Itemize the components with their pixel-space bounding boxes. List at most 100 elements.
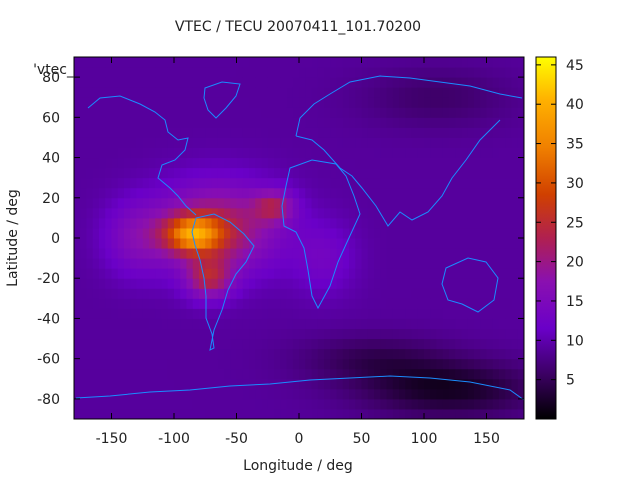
heatmap-cell — [517, 187, 524, 199]
heatmap-cell — [274, 388, 281, 400]
heatmap-cell — [417, 127, 425, 138]
heatmap-cell — [311, 197, 319, 209]
heatmap-cell — [111, 328, 119, 340]
heatmap-cell — [424, 308, 431, 319]
heatmap-cell — [161, 378, 169, 390]
heatmap-cell — [255, 57, 262, 68]
heatmap-cell — [174, 378, 181, 390]
heatmap-cell — [274, 107, 281, 118]
heatmap-cell — [117, 298, 125, 309]
colorbar-tick-label: 25 — [566, 215, 584, 231]
heatmap-cell — [505, 177, 512, 189]
heatmap-cell — [149, 67, 156, 78]
heatmap-cell — [267, 248, 275, 259]
heatmap-cell — [142, 338, 150, 350]
heatmap-cell — [142, 288, 150, 299]
heatmap-cell — [161, 207, 169, 219]
heatmap-cell — [99, 348, 106, 360]
heatmap-cell — [249, 137, 256, 148]
heatmap-cell — [192, 378, 200, 390]
heatmap-cell — [142, 248, 150, 259]
heatmap-cell — [461, 57, 469, 68]
heatmap-cell — [442, 338, 450, 350]
heatmap-cell — [305, 278, 312, 289]
heatmap-cell — [492, 57, 500, 68]
heatmap-cell — [517, 278, 524, 289]
heatmap-cell — [130, 318, 137, 329]
heatmap-cell — [330, 217, 337, 229]
heatmap-cell — [380, 238, 387, 249]
coastline-australia — [441, 257, 499, 313]
heatmap-cell — [505, 197, 512, 209]
heatmap-cell — [311, 278, 319, 289]
heatmap-cell — [255, 258, 262, 269]
heatmap-cell — [386, 67, 394, 78]
heatmap-cell — [330, 288, 337, 299]
heatmap-cell — [467, 167, 475, 179]
heatmap-cell — [367, 147, 375, 159]
heatmap-cell — [192, 127, 200, 138]
heatmap-cell — [317, 278, 325, 289]
heatmap-cell — [117, 137, 125, 148]
heatmap-cell — [324, 57, 331, 68]
heatmap-cell — [386, 117, 394, 128]
heatmap-cell — [511, 137, 519, 148]
heatmap-cell — [492, 227, 500, 239]
heatmap-cell — [417, 328, 425, 340]
heatmap-cell — [161, 57, 169, 68]
heatmap-cell — [392, 398, 400, 410]
heatmap-cell — [136, 97, 144, 108]
heatmap-cell — [392, 318, 400, 329]
heatmap-cell — [186, 348, 194, 360]
heatmap-cell — [449, 388, 456, 400]
heatmap-cell — [205, 348, 212, 360]
heatmap-cell — [274, 137, 281, 148]
heatmap-cell — [399, 358, 406, 370]
coastline-greenland — [203, 81, 241, 119]
heatmap-cell — [324, 167, 331, 179]
heatmap-cell — [442, 248, 450, 259]
heatmap-cell — [217, 217, 225, 229]
heatmap-cell — [499, 368, 506, 380]
heatmap-cell — [205, 147, 212, 159]
heatmap-cell — [311, 388, 319, 400]
heatmap-cell — [317, 57, 325, 68]
heatmap-cell — [117, 398, 125, 410]
heatmap-cell — [467, 217, 475, 229]
heatmap-cell — [186, 77, 194, 88]
heatmap-cell — [186, 147, 194, 159]
heatmap-cell — [392, 278, 400, 289]
heatmap-cell — [74, 117, 81, 128]
x-tick-label: 50 — [353, 431, 371, 447]
heatmap-cell — [405, 67, 412, 78]
heatmap-cell — [361, 328, 369, 340]
heatmap-cell — [167, 127, 175, 138]
heatmap-cell — [292, 388, 300, 400]
heatmap-cell — [180, 288, 187, 299]
heatmap-cell — [180, 358, 187, 370]
heatmap-cell — [336, 318, 344, 329]
heatmap-cell — [492, 97, 500, 108]
heatmap-cell — [467, 378, 475, 390]
heatmap-cell — [217, 238, 225, 249]
heatmap-cell — [192, 288, 200, 299]
heatmap-cell — [461, 408, 469, 419]
heatmap-cell — [311, 258, 319, 269]
heatmap-cell — [324, 358, 331, 370]
heatmap-cell — [224, 398, 231, 410]
heatmap-cell — [167, 398, 175, 410]
heatmap-cell — [442, 328, 450, 340]
heatmap-cell — [167, 268, 175, 279]
heatmap-cell — [86, 227, 94, 239]
heatmap-cell — [86, 398, 94, 410]
heatmap-cell — [424, 187, 431, 199]
heatmap-cell — [130, 97, 137, 108]
x-axis-label: Longitude / deg — [243, 458, 353, 474]
heatmap-cell — [174, 77, 181, 88]
heatmap-cell — [424, 248, 431, 259]
heatmap-cell — [399, 87, 406, 98]
heatmap-cell — [330, 298, 337, 309]
heatmap-cell — [424, 318, 431, 329]
heatmap-cell — [286, 298, 294, 309]
heatmap-cell — [392, 408, 400, 419]
